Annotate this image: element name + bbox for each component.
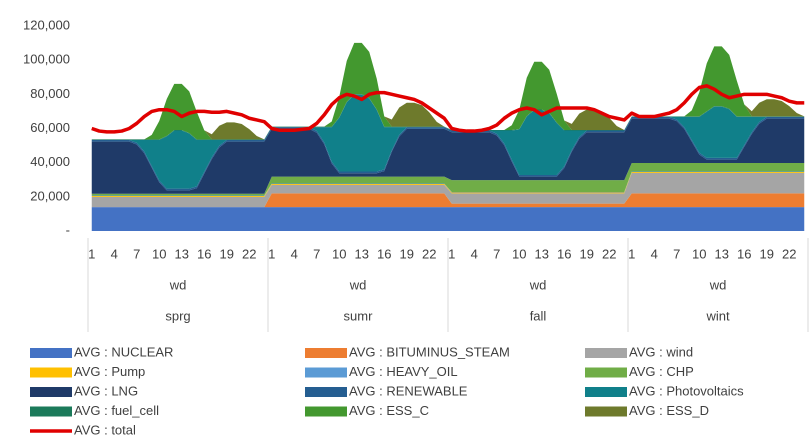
x-tick-label: 1: [268, 246, 275, 261]
season-label: sprg: [165, 308, 190, 323]
area: [91, 42, 805, 140]
legend-label: AVG : Photovoltaics: [629, 383, 744, 398]
y-tick-label: 120,000: [23, 17, 70, 32]
legend-label: AVG : HEAVY_OIL: [349, 364, 458, 379]
legend-label: AVG : RENEWABLE: [349, 383, 468, 398]
legend-swatch: [585, 406, 627, 417]
y-tick-label: 20,000: [30, 188, 70, 203]
legend-label: AVG : LNG: [74, 383, 138, 398]
legend-label: AVG : NUCLEAR: [74, 344, 173, 359]
day-type-label: wd: [349, 277, 367, 292]
x-tick-label: 13: [535, 246, 549, 261]
x-tick-label: 22: [422, 246, 436, 261]
legend-label: AVG : wind: [629, 344, 693, 359]
x-tick-label: 22: [602, 246, 616, 261]
legend-swatch: [30, 367, 72, 378]
legend-label: AVG : Pump: [74, 364, 145, 379]
legend-swatch: [30, 387, 72, 397]
x-tick-label: 19: [220, 246, 234, 261]
x-tick-label: 13: [715, 246, 729, 261]
legend-swatch: [585, 367, 627, 378]
season-label: sumr: [344, 308, 374, 323]
x-tick-label: 16: [197, 246, 211, 261]
y-tick-label: 100,000: [23, 52, 70, 67]
legend-label: AVG : total: [74, 422, 136, 437]
x-tick-label: 16: [377, 246, 391, 261]
x-tick-label: 10: [512, 246, 526, 261]
y-tick-label: 80,000: [30, 86, 70, 101]
area: [91, 193, 805, 208]
day-type-label: wd: [169, 277, 187, 292]
legend-label: AVG : ESS_C: [349, 403, 429, 418]
x-tick-label: 4: [471, 246, 478, 261]
legend-swatch: [585, 387, 627, 397]
legend-label: AVG : CHP: [629, 364, 694, 379]
y-tick-label: 40,000: [30, 154, 70, 169]
x-tick-label: 1: [628, 246, 635, 261]
x-tick-label: 19: [580, 246, 594, 261]
x-tick-label: 22: [782, 246, 796, 261]
area: [91, 172, 805, 208]
legend-swatch: [30, 406, 72, 417]
x-tick-label: 4: [291, 246, 298, 261]
x-tick-label: 4: [651, 246, 658, 261]
x-tick-label: 1: [448, 246, 455, 261]
legend-swatch: [305, 348, 347, 358]
x-tick-label: 19: [760, 246, 774, 261]
x-tick-label: 7: [313, 246, 320, 261]
x-tick-label: 16: [557, 246, 571, 261]
area: [91, 94, 805, 189]
x-tick-label: 1: [88, 246, 95, 261]
x-tick-label: 19: [400, 246, 414, 261]
season-label: wint: [705, 308, 730, 323]
legend-swatch: [30, 348, 72, 358]
x-tick-label: 16: [737, 246, 751, 261]
x-tick-label: 13: [175, 246, 189, 261]
area: [91, 118, 805, 194]
x-tick-label: 22: [242, 246, 256, 261]
x-tick-label: 13: [355, 246, 369, 261]
legend-swatch: [305, 406, 347, 417]
x-tick-label: 10: [332, 246, 346, 261]
legend-swatch: [305, 387, 347, 397]
legend-swatch: [305, 367, 347, 378]
area: [91, 163, 805, 196]
day-type-label: wd: [529, 277, 547, 292]
day-type-label: wd: [709, 277, 727, 292]
x-tick-label: 4: [111, 246, 118, 261]
x-tick-label: 7: [133, 246, 140, 261]
legend-label: AVG : ESS_D: [629, 403, 709, 418]
legend-swatch: [585, 348, 627, 358]
x-tick-label: 10: [152, 246, 166, 261]
legend-label: AVG : fuel_cell: [74, 403, 159, 418]
x-tick-label: 7: [493, 246, 500, 261]
area: [91, 207, 805, 231]
x-tick-label: 7: [673, 246, 680, 261]
total-line: [91, 84, 805, 134]
x-tick-label: 10: [692, 246, 706, 261]
y-tick-label: 60,000: [30, 120, 70, 135]
legend-label: AVG : BITUMINUS_STEAM: [349, 344, 510, 359]
y-tick-label: -: [66, 222, 70, 237]
season-label: fall: [530, 308, 547, 323]
